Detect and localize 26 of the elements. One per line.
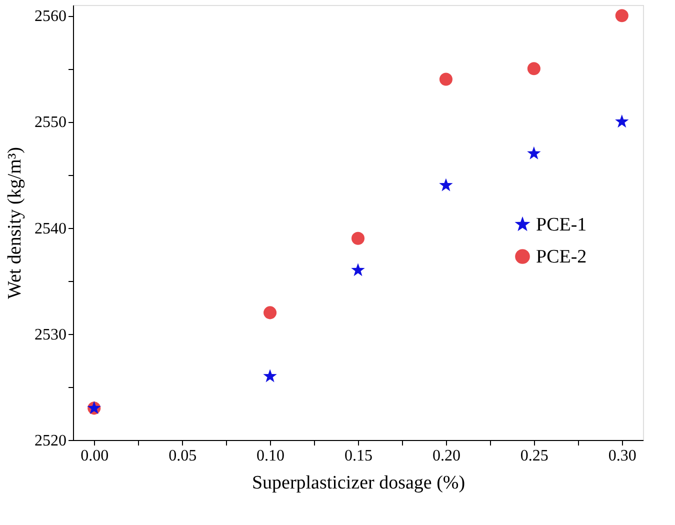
x-tick-label: 0.10	[256, 448, 285, 464]
point	[615, 114, 629, 128]
point	[439, 72, 452, 86]
x-tick-label: 0.25	[520, 448, 548, 464]
point	[263, 369, 277, 382]
legend-label: PCE-2	[536, 246, 587, 268]
x-axis-title: Superplasticizer dosage (%)	[252, 472, 466, 494]
y-tick-label: 2520	[34, 432, 66, 450]
point	[351, 232, 365, 245]
legend-label: PCE-1	[536, 214, 587, 236]
point	[615, 9, 628, 22]
x-tick-label: 0.20	[432, 448, 460, 464]
y-tick-label: 2540	[34, 220, 66, 238]
x-tick-label: 0.05	[168, 448, 197, 464]
y-axis-title: Wet density (kg/m³)	[4, 147, 26, 299]
point	[527, 62, 540, 76]
x-tick-label: 0.30	[608, 448, 636, 464]
x-tick-label: 0.00	[80, 448, 109, 464]
y-tick-label: 2550	[34, 114, 66, 132]
y-tick-label: 2560	[34, 8, 66, 26]
point	[439, 178, 453, 192]
point	[351, 263, 365, 276]
y-tick-label: 2530	[34, 326, 66, 344]
point	[527, 146, 541, 160]
point	[264, 306, 277, 320]
x-tick-label: 0.15	[344, 448, 372, 464]
